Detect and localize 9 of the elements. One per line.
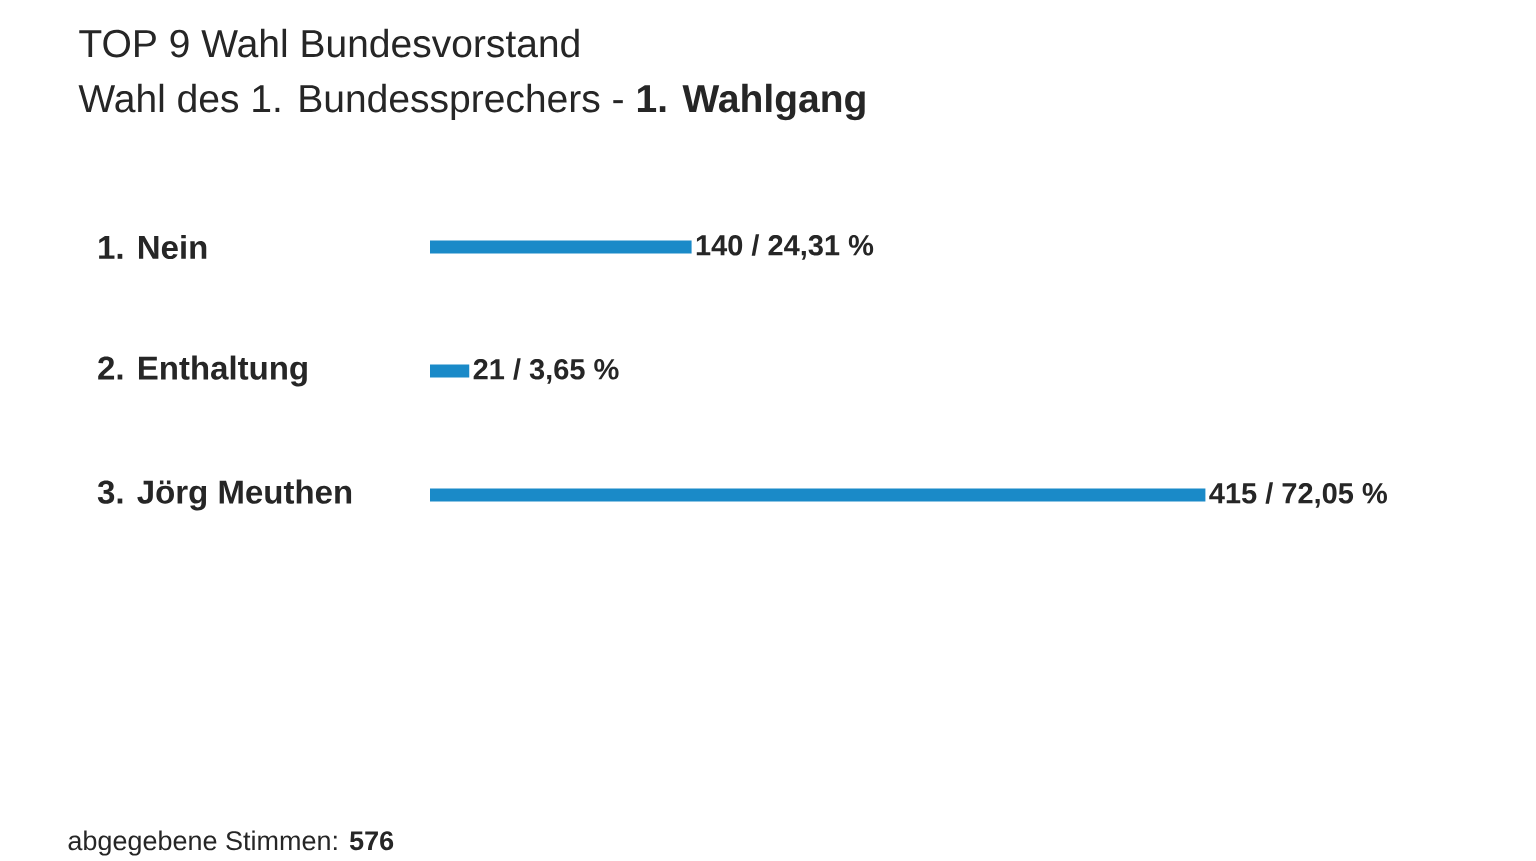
data-label: 415 / 72,05 % bbox=[1209, 482, 1387, 508]
y-tick-label: 2. Enthaltung bbox=[98, 355, 307, 387]
data-label: 21 / 3,65 % bbox=[473, 358, 619, 384]
text: abgegebene Stimmen: 576 bbox=[68, 830, 394, 856]
data-label: 140 / 24,31 % bbox=[696, 234, 874, 260]
y-tick-label: 3. Jörg Meuthen bbox=[97, 479, 352, 511]
chart-title: TOP 9 Wahl Bundesvorstand bbox=[79, 28, 579, 58]
y-tick-label: 1. Nein bbox=[99, 234, 207, 260]
chart-subtitle: Wahl des 1. Bundessprechers - 1. Wahlgang bbox=[78, 83, 865, 121]
